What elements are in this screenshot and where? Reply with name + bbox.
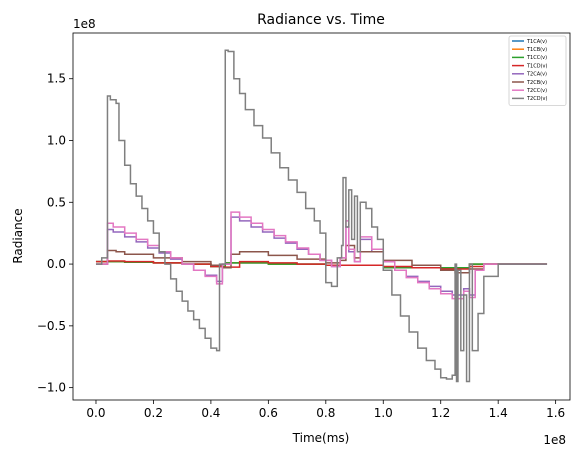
y-tick-label: 1.0 — [47, 134, 66, 148]
y-axis-ticks: −1.0 −0.5 0.0 0.5 1.0 1.5 — [37, 72, 73, 395]
y-offset-text: 1e8 — [73, 17, 96, 31]
series-line-5 — [95, 244, 548, 274]
y-tick-label: −1.0 — [37, 381, 66, 395]
x-axis-ticks: 0.0 0.2 0.4 0.6 0.8 1.0 1.2 1.4 1.6 — [86, 400, 565, 420]
x-offset-text: 1e8 — [543, 433, 566, 447]
legend-label: T2CC(v) — [526, 88, 547, 94]
series-line-7 — [95, 49, 548, 383]
y-tick-label: −0.5 — [37, 319, 66, 333]
x-tick-label: 0.6 — [259, 406, 278, 420]
legend-label: T1CC(v) — [526, 55, 547, 61]
x-tick-label: 1.2 — [431, 406, 450, 420]
x-tick-label: 1.0 — [374, 406, 393, 420]
legend-label: T1CA(v) — [526, 39, 547, 45]
legend-label: T2CA(v) — [526, 72, 547, 78]
legend-label: T2CD(v) — [526, 96, 547, 102]
legend-label: T1CD(v) — [526, 63, 547, 69]
y-tick-label: 0.0 — [47, 257, 66, 271]
y-axis-label: Radiance — [11, 208, 25, 263]
legend-label: T2CB(v) — [526, 80, 547, 86]
legend-box — [508, 35, 567, 106]
x-tick-label: 0.2 — [144, 406, 163, 420]
x-tick-label: 0.8 — [316, 406, 335, 420]
x-tick-label: 0.4 — [201, 406, 220, 420]
y-tick-label: 0.5 — [47, 195, 66, 209]
x-tick-label: 1.6 — [546, 406, 565, 420]
x-axis-label: Time(ms) — [292, 431, 350, 445]
legend-label: T1CB(v) — [526, 47, 547, 53]
y-tick-label: 1.5 — [47, 72, 66, 86]
series-line-6 — [95, 211, 548, 300]
x-tick-label: 0.0 — [86, 406, 105, 420]
x-tick-label: 1.4 — [489, 406, 508, 420]
chart-title: Radiance vs. Time — [257, 12, 385, 28]
series-layer — [95, 49, 548, 383]
plot-frame — [72, 32, 571, 401]
legend: T1CA(v) T1CB(v) T1CC(v) T1CD(v) T2CA(v) T2CB(… — [508, 35, 567, 106]
